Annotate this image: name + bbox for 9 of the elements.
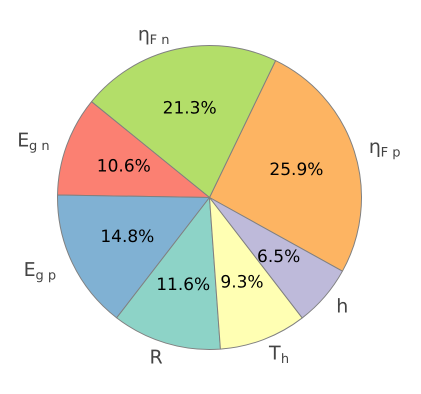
data-label: 10.6% [96,156,151,176]
data-label: 25.9% [269,160,324,180]
slice-label: h [336,296,348,318]
data-label: 14.8% [100,227,154,248]
data-label: 9.3% [220,272,264,293]
data-label: 6.5% [257,246,300,267]
slice-label: R [150,346,163,369]
data-label: 21.3% [162,98,217,118]
data-label: 11.6% [156,274,210,295]
